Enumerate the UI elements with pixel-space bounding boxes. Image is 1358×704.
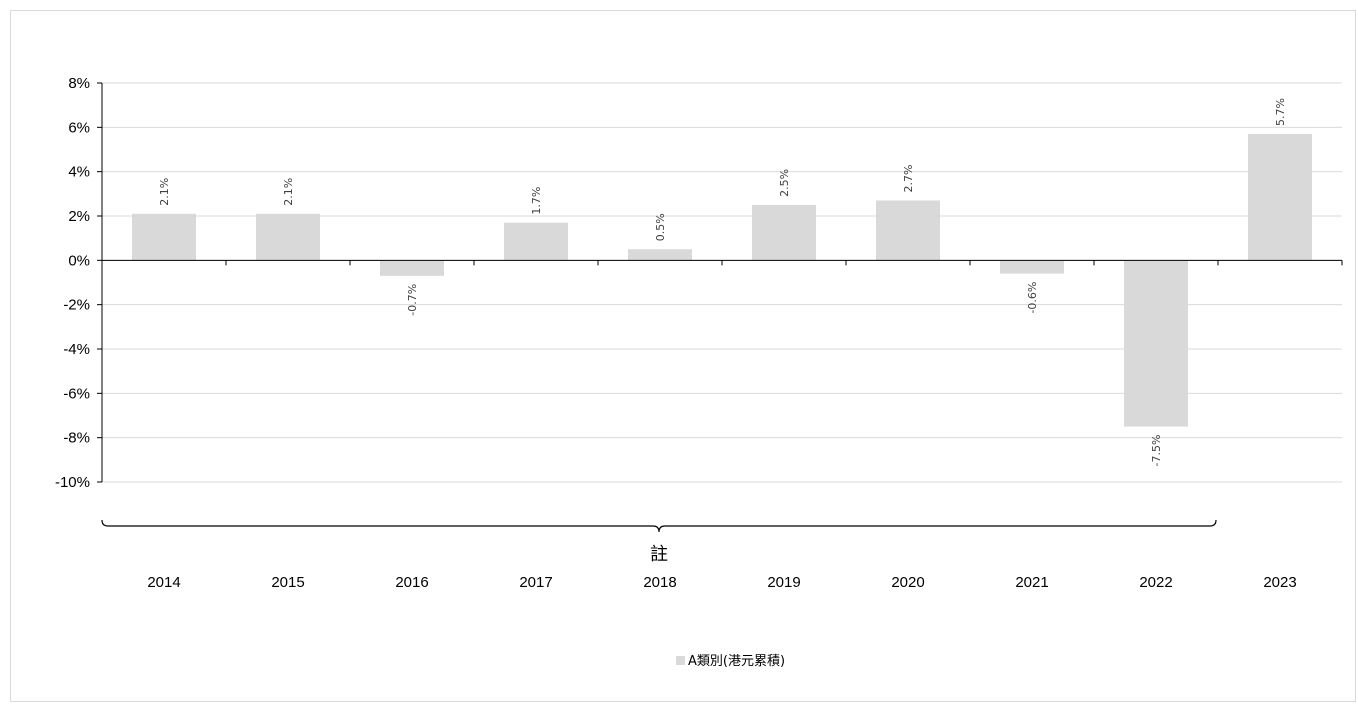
data-label: -0.6% <box>1026 282 1039 314</box>
x-tick-label: 2015 <box>271 574 304 591</box>
x-tick-label: 2021 <box>1015 574 1048 591</box>
data-label: 5.7% <box>1274 98 1287 126</box>
bar <box>1124 260 1188 427</box>
y-tick-label: -10% <box>55 474 90 491</box>
bar <box>628 249 692 261</box>
bar <box>1248 133 1312 261</box>
legend-label: A類別(港元累積) <box>688 654 785 669</box>
legend: A類別(港元累積) <box>676 654 785 669</box>
bar-series <box>132 133 1312 427</box>
y-tick-label: -2% <box>63 297 90 314</box>
x-tick-label: 2016 <box>395 574 428 591</box>
legend-swatch <box>676 656 685 665</box>
x-tick-label: 2022 <box>1139 574 1172 591</box>
y-axis: 8% 6% 4% 2% 0% -2% -4% -6% -8% -10% <box>55 75 103 491</box>
y-tick-label: -8% <box>63 430 90 447</box>
bar <box>256 213 320 261</box>
x-axis: 2014 2015 2016 2017 2018 2019 2020 2021 2022 2023 <box>101 259 1343 591</box>
y-tick-label: 0% <box>68 252 90 269</box>
y-tick-label: -4% <box>63 341 90 358</box>
bar <box>380 260 444 276</box>
data-label: 2.1% <box>282 178 295 206</box>
y-tick-label: 2% <box>68 208 90 225</box>
bar <box>876 200 940 261</box>
data-label: 2.5% <box>778 169 791 197</box>
x-tick-label: 2018 <box>643 574 676 591</box>
y-tick-label: 6% <box>68 119 90 136</box>
y-tick-label: 8% <box>68 75 90 92</box>
bar <box>504 222 568 261</box>
x-tick-label: 2023 <box>1263 574 1296 591</box>
y-tick-label: -6% <box>63 385 90 402</box>
bar <box>752 204 816 261</box>
data-label: 2.7% <box>902 165 915 193</box>
x-tick-label: 2020 <box>891 574 924 591</box>
bar <box>1000 260 1064 274</box>
y-tick-label: 4% <box>68 164 90 181</box>
data-label: 1.7% <box>530 187 543 215</box>
data-label: 2.1% <box>158 178 171 206</box>
data-label: -7.5% <box>1150 435 1163 467</box>
data-label: -0.7% <box>406 284 419 316</box>
bar <box>132 213 196 261</box>
note-bracket: 註 <box>101 519 1217 565</box>
data-labels: 2.1% 2.1% -0.7% 1.7% 0.5% 2.5% 2.7% -0.6% -7.5% 5… <box>158 98 1287 466</box>
bracket-line <box>101 519 1217 533</box>
x-tick-label: 2017 <box>519 574 552 591</box>
x-tick-label: 2014 <box>147 574 180 591</box>
data-label: 0.5% <box>654 213 667 241</box>
x-tick-label: 2019 <box>767 574 800 591</box>
note-label: 註 <box>650 544 668 565</box>
